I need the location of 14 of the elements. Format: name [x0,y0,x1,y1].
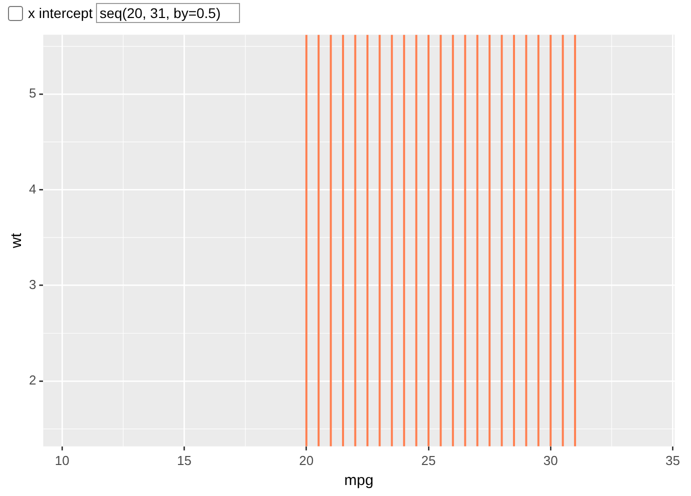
y-tick-label: 5 [28,86,36,101]
x-tick-label: 25 [421,452,436,468]
x-axis-title: mpg [344,472,374,490]
y-axis-title: wt [8,232,26,250]
y-tick-label: 2 [28,372,36,388]
x-tick-label: 10 [54,452,70,468]
x-tick-label: 35 [666,452,680,468]
text: x intercept [28,5,93,21]
y-tick-label: 4 [28,181,36,196]
x-tick-label: 15 [177,452,192,468]
text: seq(20, 31, by=0.5) [96,3,240,23]
x-tick-label: 30 [543,452,558,468]
y-tick-label: 3 [28,276,36,292]
x-tick-label: 20 [299,452,314,468]
